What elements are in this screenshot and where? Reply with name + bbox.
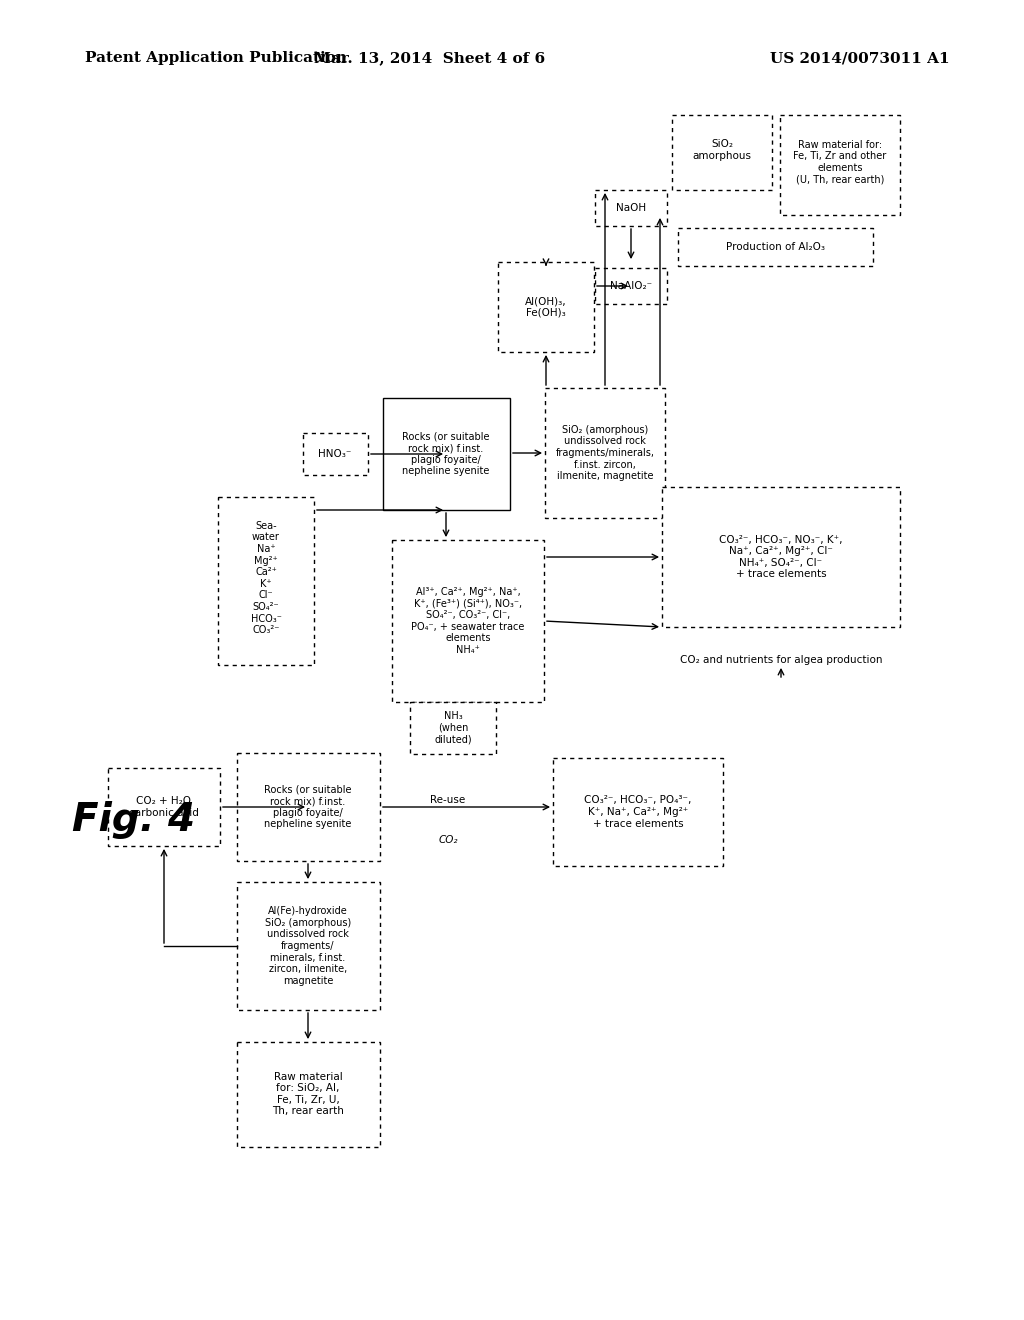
Text: Patent Application Publication: Patent Application Publication xyxy=(85,51,347,65)
Text: Rocks (or suitable
rock mix) f.inst.
plagio foyaite/
nepheline syenite: Rocks (or suitable rock mix) f.inst. pla… xyxy=(264,784,352,829)
Text: Al(OH)₃,
Fe(OH)₃: Al(OH)₃, Fe(OH)₃ xyxy=(525,296,567,318)
Text: Mar. 13, 2014  Sheet 4 of 6: Mar. 13, 2014 Sheet 4 of 6 xyxy=(314,51,546,65)
Text: NaOH: NaOH xyxy=(616,203,646,213)
Bar xyxy=(392,540,544,702)
Text: CO₃²⁻, HCO₃⁻, NO₃⁻, K⁺,
Na⁺, Ca²⁺, Mg²⁺, Cl⁻
NH₄⁺, SO₄²⁻, Cl⁻
+ trace elements: CO₃²⁻, HCO₃⁻, NO₃⁻, K⁺, Na⁺, Ca²⁺, Mg²⁺,… xyxy=(719,535,843,579)
Text: CO₂ and nutrients for algea production: CO₂ and nutrients for algea production xyxy=(680,655,883,665)
Bar xyxy=(553,758,723,866)
Bar xyxy=(237,1041,380,1147)
Text: CO₂ + H₂O
carbonic acid: CO₂ + H₂O carbonic acid xyxy=(129,796,199,818)
Text: SiO₂ (amorphous)
undissolved rock
fragments/minerals,
f.inst. zircon,
ilmenite, : SiO₂ (amorphous) undissolved rock fragme… xyxy=(555,425,654,482)
Text: Raw material for:
Fe, Ti, Zr and other
elements
(U, Th, rear earth): Raw material for: Fe, Ti, Zr and other e… xyxy=(794,140,887,185)
Text: Al³⁺, Ca²⁺, Mg²⁺, Na⁺,
K⁺, (Fe³⁺) (Si⁴⁺), NO₃⁻,
SO₄²⁻, CO₃²⁻, Cl⁻,
PO₄⁻, + seawa: Al³⁺, Ca²⁺, Mg²⁺, Na⁺, K⁺, (Fe³⁺) (Si⁴⁺)… xyxy=(412,587,524,655)
Bar xyxy=(595,190,667,226)
Bar xyxy=(595,268,667,304)
Text: Re-use: Re-use xyxy=(430,795,466,805)
Bar xyxy=(237,752,380,861)
Text: NaAlO₂⁻: NaAlO₂⁻ xyxy=(610,281,652,290)
Text: Al(Fe)-hydroxide
SiO₂ (amorphous)
undissolved rock
fragments/
minerals, f.inst.
: Al(Fe)-hydroxide SiO₂ (amorphous) undiss… xyxy=(265,907,351,986)
Bar xyxy=(218,498,314,665)
Bar xyxy=(672,115,772,190)
Text: SiO₂
amorphous: SiO₂ amorphous xyxy=(692,139,752,161)
Bar xyxy=(237,882,380,1010)
Text: Raw material
for: SiO₂, Al,
Fe, Ti, Zr, U,
Th, rear earth: Raw material for: SiO₂, Al, Fe, Ti, Zr, … xyxy=(272,1072,344,1117)
Bar xyxy=(410,702,496,754)
Text: Production of Al₂O₃: Production of Al₂O₃ xyxy=(725,242,824,252)
Bar xyxy=(108,768,220,846)
Text: HNO₃⁻: HNO₃⁻ xyxy=(318,449,351,459)
Bar xyxy=(780,115,900,215)
Bar xyxy=(545,388,665,517)
Bar xyxy=(383,399,510,510)
Text: CO₃²⁻, HCO₃⁻, PO₄³⁻,
K⁺, Na⁺, Ca²⁺, Mg²⁺
+ trace elements: CO₃²⁻, HCO₃⁻, PO₄³⁻, K⁺, Na⁺, Ca²⁺, Mg²⁺… xyxy=(585,796,691,829)
Bar xyxy=(498,261,594,352)
Text: US 2014/0073011 A1: US 2014/0073011 A1 xyxy=(770,51,950,65)
Text: Sea-
water
Na⁺
Mg²⁺
Ca²⁺
K⁺
Cl⁻
SO₄²⁻
HCO₃⁻
CO₃²⁻: Sea- water Na⁺ Mg²⁺ Ca²⁺ K⁺ Cl⁻ SO₄²⁻ HC… xyxy=(251,521,282,635)
Text: Rocks (or suitable
rock mix) f.inst.
plagio foyaite/
nepheline syenite: Rocks (or suitable rock mix) f.inst. pla… xyxy=(402,432,489,477)
Bar xyxy=(662,487,900,627)
Bar xyxy=(303,433,368,475)
Text: CO₂: CO₂ xyxy=(438,836,458,845)
Bar xyxy=(678,228,873,267)
Text: Fig. 4: Fig. 4 xyxy=(72,801,195,840)
Text: NH₃
(when
diluted): NH₃ (when diluted) xyxy=(434,711,472,744)
